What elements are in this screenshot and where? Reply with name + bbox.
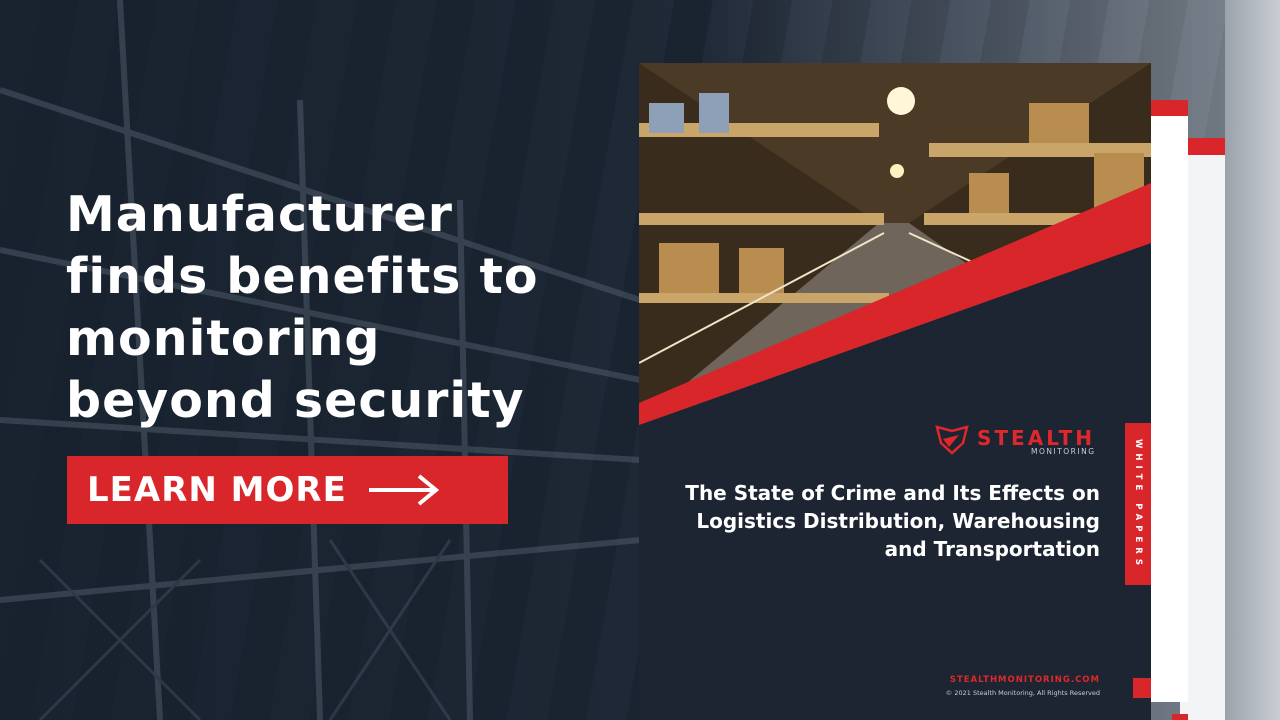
white-papers-tab: WHITE PAPERS [1125,423,1151,585]
page-corner-accent-2 [1172,714,1188,720]
website-url: STEALTHMONITORING.COM [949,675,1100,685]
stealth-shield-icon [935,425,969,455]
whitepaper-cover: STEALTH MONITORING The State of Crime an… [639,63,1151,720]
learn-more-button[interactable]: LEARN MORE [67,456,508,524]
brand-name: STEALTH [977,426,1096,450]
side-tab-label: WHITE PAPERS [1133,438,1143,570]
headline: Manufacturer finds benefits to monitorin… [66,186,539,429]
right-edge-background [1225,0,1280,720]
arrow-right-icon [367,473,441,507]
brand-subtitle: MONITORING [1031,447,1096,456]
copyright: © 2021 Stealth Monitoring, All Rights Re… [945,689,1100,697]
cover-title: The State of Crime and Its Effects on Lo… [685,481,1100,561]
learn-more-label: LEARN MORE [87,470,347,510]
back-page-1 [1148,100,1188,702]
page-corner-accent [1133,678,1151,698]
cover-diagonal-shape [639,183,1151,720]
